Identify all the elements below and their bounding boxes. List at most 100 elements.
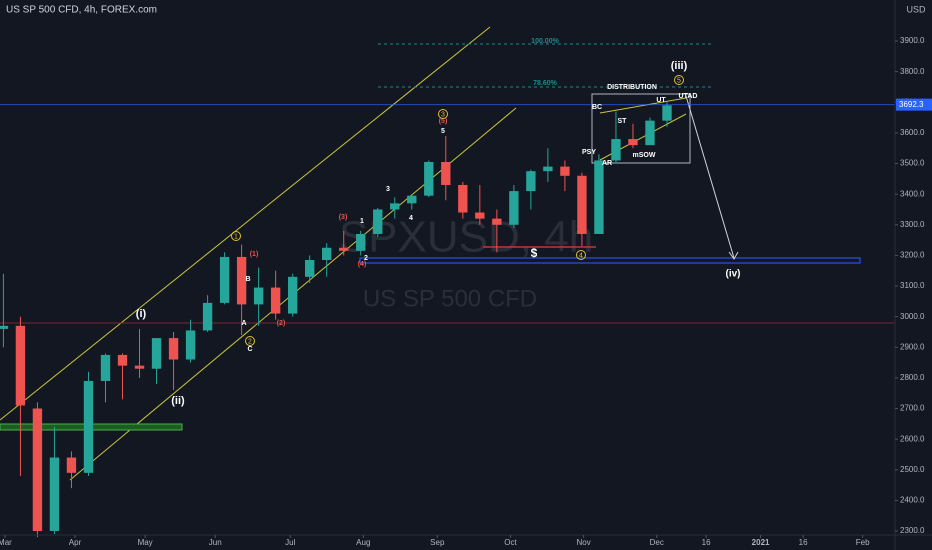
chart-title: US SP 500 CFD, 4h, FOREX.com	[6, 5, 157, 16]
candle-body	[390, 203, 400, 210]
y-tick-label: 3400.0	[900, 189, 925, 198]
candles	[0, 102, 895, 538]
annotation: 5	[441, 128, 445, 135]
annotation: PSY	[582, 149, 596, 156]
annotation: mSOW	[633, 152, 656, 159]
x-tick-label: Aug	[356, 538, 370, 547]
annotation: (3)	[339, 214, 348, 221]
candle-body	[236, 256, 247, 305]
last-price-label: 3692.3	[899, 100, 924, 109]
candle-body	[32, 408, 43, 532]
annotation: ST	[618, 118, 628, 125]
annotation: (2)	[277, 320, 286, 327]
y-tick-label: 3600.0	[900, 128, 925, 137]
support-zone	[359, 257, 861, 264]
x-tick-label: Feb	[856, 538, 870, 547]
annotation: A	[241, 320, 246, 327]
x-tick-label: Dec	[650, 538, 664, 547]
last-price-box	[896, 98, 932, 111]
candle-body	[509, 191, 519, 225]
x-tick-label: Jun	[209, 538, 222, 547]
candle-body	[424, 162, 434, 196]
wave-circle	[245, 336, 255, 346]
candle-body	[611, 139, 621, 161]
x-tick-label: May	[138, 538, 153, 547]
candle-body	[253, 287, 264, 305]
x-tick-label: Apr	[69, 538, 82, 547]
candle-body	[492, 218, 502, 225]
y-tick-label: 3900.0	[900, 36, 925, 45]
y-tick-label: 3200.0	[900, 251, 925, 260]
watermark-subtitle: US SP 500 CFD	[363, 285, 537, 312]
y-tick-label: 2600.0	[900, 434, 925, 443]
y-tick-label: 2700.0	[900, 404, 925, 413]
currency: USD	[906, 4, 926, 14]
annotation: UTAD	[679, 93, 698, 100]
annotation: UT	[656, 97, 666, 104]
candle-body	[117, 354, 128, 366]
wave-number: 2	[248, 338, 252, 345]
y-tick-label: 3000.0	[900, 312, 925, 321]
candle-body	[219, 256, 230, 303]
y-tick-label: 3300.0	[900, 220, 925, 229]
projection-arrow	[685, 95, 735, 259]
candle-body	[560, 166, 570, 176]
x-tick-label: Nov	[577, 538, 591, 547]
candle-body	[83, 380, 94, 473]
annotation: B	[245, 276, 250, 283]
candle-body	[662, 105, 672, 121]
y-tick-label: 2300.0	[900, 526, 925, 535]
annotation: $	[531, 246, 538, 260]
price-axis	[895, 0, 932, 550]
wave-number: 4	[579, 252, 583, 259]
candle-body	[475, 212, 485, 219]
x-tick-label: Sep	[430, 538, 445, 547]
wave-circle	[438, 109, 448, 119]
candle-body	[356, 233, 366, 251]
arrow-head	[728, 251, 739, 260]
annotation: 78.60%	[533, 80, 558, 87]
annotation: BC	[592, 104, 602, 111]
candle-body	[270, 287, 281, 314]
annotation: 100.00%	[531, 38, 559, 45]
annotation: 2	[364, 255, 368, 262]
annotation: 3	[386, 186, 390, 193]
candle-body	[628, 139, 638, 146]
candle-body	[526, 171, 536, 192]
wave-number: 3	[441, 111, 445, 118]
candle-body	[458, 184, 468, 213]
x-tick-label: Jul	[285, 538, 295, 547]
annotation: 1	[360, 218, 364, 225]
wedge-upper	[599, 97, 687, 114]
wave-circle	[231, 231, 241, 241]
wave-circle	[576, 250, 586, 260]
y-tick-label: 2500.0	[900, 465, 925, 474]
distribution-box	[591, 93, 691, 164]
annotation: AR	[602, 160, 612, 167]
candle-body	[543, 166, 553, 172]
y-tick-label: 2800.0	[900, 373, 925, 382]
candle-body	[577, 175, 587, 234]
x-tick-label: Oct	[504, 538, 517, 547]
annotation: (4)	[358, 261, 367, 268]
annotation: (iv)	[726, 269, 741, 280]
candle-body	[645, 120, 655, 146]
candle-body	[441, 162, 451, 185]
wave-circle	[674, 75, 684, 85]
channel-upper	[0, 26, 491, 421]
annotation: (ii)	[171, 395, 185, 407]
y-tick-label: 3100.0	[900, 281, 925, 290]
x-tick-label: Mar	[0, 538, 12, 547]
candle-body	[168, 338, 179, 360]
annotations: (i) (ii) (iii) (iv) DISTRIBUTION 100.00% 78.60…	[136, 38, 741, 407]
x-tick-label: 16	[799, 538, 808, 547]
candle-body	[339, 247, 349, 251]
candle-body	[594, 160, 604, 234]
candle-body	[287, 276, 298, 314]
candle-body	[134, 365, 145, 369]
annotation: (iii)	[671, 60, 688, 72]
y-tick-label: 3800.0	[900, 67, 925, 76]
annotation: (5)	[439, 118, 448, 125]
annotation: C	[247, 346, 252, 353]
